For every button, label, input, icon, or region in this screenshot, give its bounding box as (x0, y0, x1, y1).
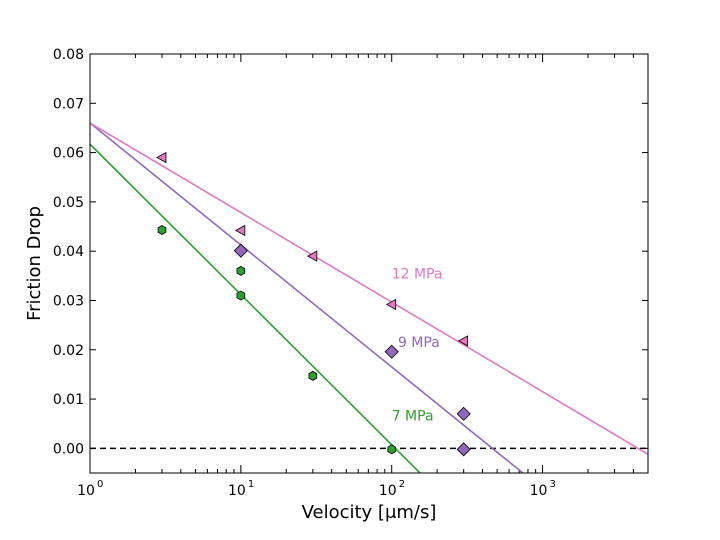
data-point (387, 444, 397, 455)
data-point (236, 265, 246, 276)
fit-line (90, 122, 524, 473)
data-point (457, 335, 469, 347)
x-tick-exponent: 0 (97, 479, 103, 490)
x-tick-label: 10 (530, 483, 548, 499)
y-tick-label: 0.01 (53, 392, 84, 408)
data-point (456, 442, 471, 457)
series-annotation: 9 MPa (398, 335, 440, 351)
data-point (156, 151, 167, 164)
x-tick-label: 10 (77, 483, 95, 499)
y-tick-label: 0.08 (53, 47, 84, 63)
y-tick-label: 0.02 (53, 343, 84, 359)
data-point (236, 290, 246, 301)
y-tick-label: 0.03 (53, 293, 84, 309)
plot-area (90, 122, 648, 473)
y-tick-label: 0.07 (53, 96, 84, 112)
plot-frame (89, 53, 649, 474)
series-annotations: 12 MPa 9 MPa 7 MPa (392, 266, 443, 424)
data-point (456, 406, 471, 421)
series-annotation: 7 MPa (392, 408, 434, 424)
data-point (157, 225, 167, 235)
y-tick-label: 0.05 (53, 195, 84, 211)
x-tick-exponent: 1 (248, 479, 254, 490)
y-tick-label: 0.04 (53, 244, 84, 260)
y-axis-title: Friction Drop (24, 206, 45, 321)
data-point (307, 250, 318, 262)
data-point (235, 224, 246, 237)
y-tick-label: 0.06 (53, 146, 84, 162)
data-point (233, 243, 248, 258)
x-axis-title: Velocity [μm/s] (302, 502, 437, 523)
data-point (308, 370, 318, 381)
data-point (385, 298, 397, 311)
x-tick-exponent: 3 (550, 479, 556, 490)
series-annotation: 12 MPa (392, 266, 443, 282)
y-tick-label: 0.00 (53, 441, 84, 457)
x-tick-label: 10 (379, 483, 397, 499)
x-tick-label: 10 (228, 483, 246, 499)
x-tick-exponent: 2 (399, 479, 405, 490)
fit-line (90, 143, 422, 473)
data-point (384, 344, 399, 359)
plot-background (90, 54, 648, 473)
fit-line (90, 122, 648, 455)
